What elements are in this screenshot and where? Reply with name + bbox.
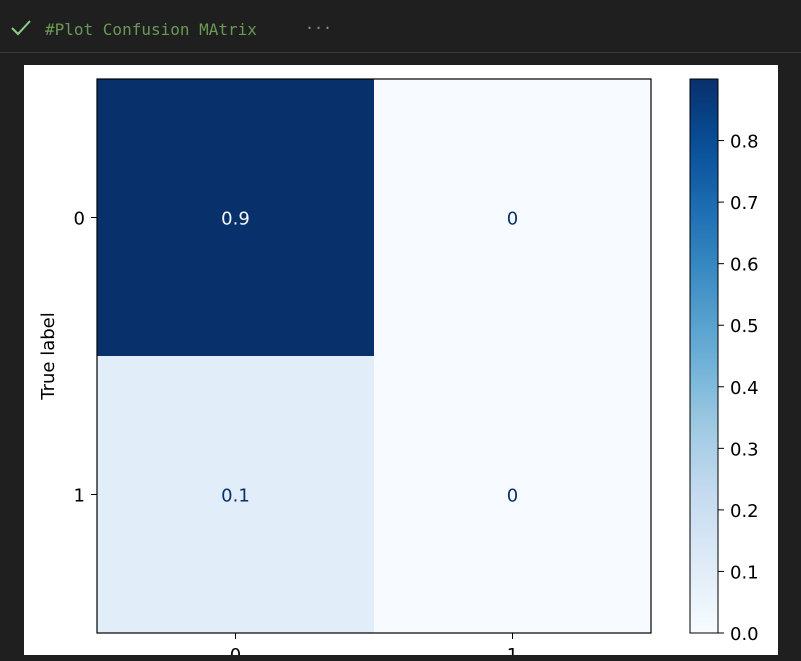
colorbar [689,78,719,634]
cell-title[interactable]: #Plot Confusion MAtrix [45,20,257,39]
colorbar-tick-label: 0.6 [730,255,759,276]
colorbar-tick-label: 0.1 [730,562,759,583]
bottom-strip [0,655,801,661]
confusion-matrix-chart: 0.9 0 0.1 0 0 1 0 1 True label 0.0 0.1 0.2 0.3 0.4 0.5… [38,78,759,655]
cell-output: 0.9 0 0.1 0 0 1 0 1 True label 0.0 0.1 0.2 0.3 0.4 0.5… [0,53,801,661]
plot-image: 0.9 0 0.1 0 0 1 0 1 True label 0.0 0.1 0.2 0.3 0.4 0.5… [24,65,778,655]
cell-value-label: 0 [507,209,518,230]
heatmap-cell [374,79,651,356]
colorbar-tick-label: 0.4 [730,378,759,399]
colorbar-tick-label: 0.3 [730,439,759,460]
more-options-button[interactable]: ··· [305,19,333,37]
cell-value-label: 0.9 [221,209,250,230]
cell-header: #Plot Confusion MAtrix ··· [0,0,801,53]
heatmap-cell [97,79,374,356]
colorbar-tick-label: 0.0 [730,624,759,645]
heatmap-cell [97,356,374,633]
cell-value-label: 0.1 [221,486,250,507]
y-tick-label: 0 [74,209,85,230]
colorbar-tick-label: 0.5 [730,316,759,337]
colorbar-tick-label: 0.8 [730,132,759,153]
colorbar-tick-label: 0.7 [730,193,759,214]
heatmap-cell [374,356,651,633]
colorbar-tick-label: 0.2 [730,501,759,522]
x-tick-label: 0 [230,645,241,655]
check-icon [11,20,31,36]
x-tick-label: 1 [507,645,518,655]
cell-value-label: 0 [507,486,518,507]
y-axis-label: True label [38,312,59,401]
heatmap-frame [96,78,652,634]
y-tick-label: 1 [74,486,85,507]
